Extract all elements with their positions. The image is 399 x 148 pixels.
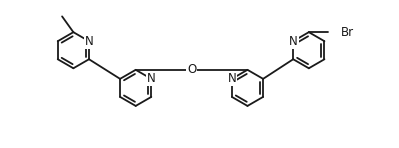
Text: O: O [187,63,196,76]
Text: N: N [289,35,298,48]
Text: N: N [85,35,93,48]
Text: N: N [147,72,156,85]
Text: N: N [227,72,236,85]
Text: Br: Br [340,26,354,39]
